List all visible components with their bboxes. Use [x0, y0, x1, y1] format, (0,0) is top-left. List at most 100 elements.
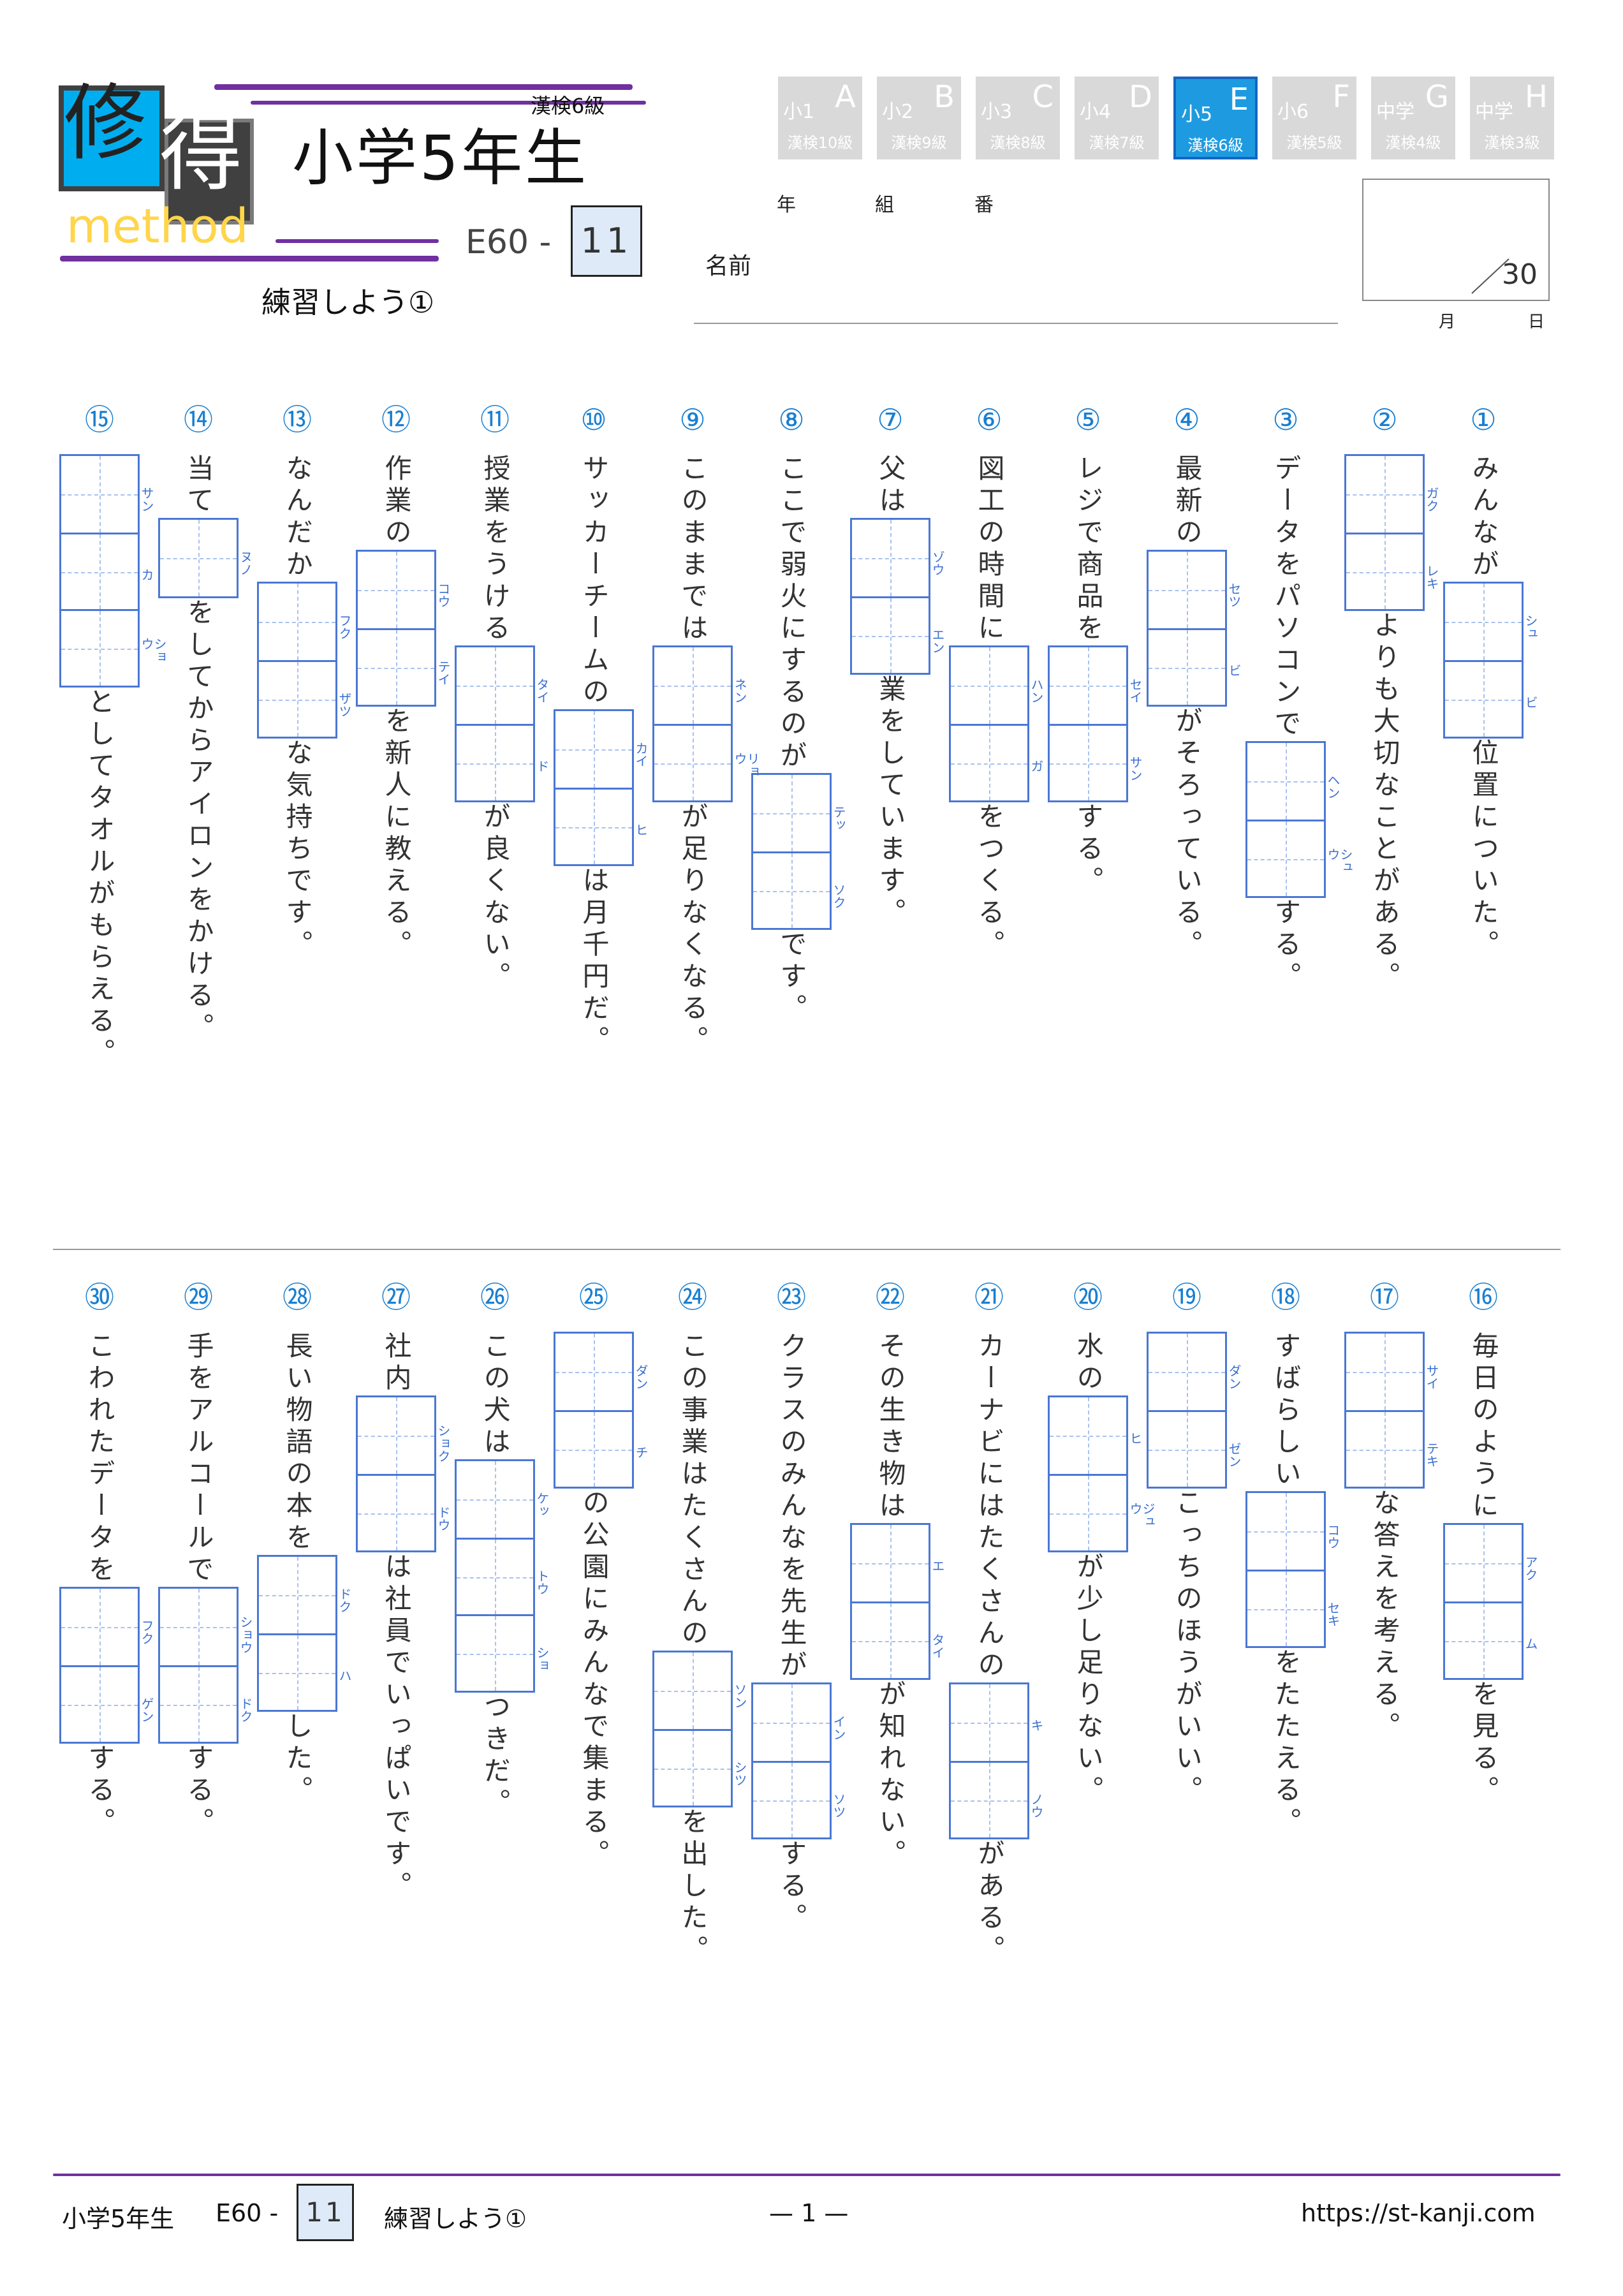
- answer-cell[interactable]: ビ: [1149, 628, 1242, 705]
- answer-box[interactable]: ネン リョウ: [652, 645, 760, 802]
- answer-cell[interactable]: シツ: [654, 1729, 747, 1806]
- answer-box[interactable]: コウ テイ: [356, 550, 451, 707]
- answer-box[interactable]: ドクハ: [257, 1555, 352, 1712]
- answer-box[interactable]: セイ サン: [1048, 645, 1143, 802]
- answer-cell[interactable]: ショウ: [61, 609, 167, 686]
- answer-cell[interactable]: ショク: [358, 1397, 451, 1474]
- answer-box[interactable]: ガク レキ: [1344, 454, 1439, 611]
- name-underline[interactable]: [694, 323, 1338, 324]
- answer-cell[interactable]: アク: [1445, 1525, 1538, 1601]
- grade-tab[interactable]: 中学 H 漢検3級: [1470, 77, 1554, 159]
- answer-box[interactable]: ショク ドウ: [356, 1395, 451, 1552]
- answer-cell[interactable]: ドウ: [358, 1474, 451, 1550]
- answer-box[interactable]: ダンチ: [554, 1332, 649, 1489]
- answer-cell[interactable]: ショ: [457, 1614, 550, 1691]
- answer-cell[interactable]: キ: [951, 1684, 1044, 1761]
- answer-cell[interactable]: セツ: [1149, 552, 1242, 628]
- answer-cell[interactable]: テイ: [358, 628, 451, 705]
- grade-tab[interactable]: 小2 B 漢検9級: [877, 77, 961, 159]
- answer-cell[interactable]: サン: [61, 456, 154, 533]
- answer-box[interactable]: イン ソツ: [751, 1682, 846, 1839]
- answer-cell[interactable]: ヘン: [1247, 743, 1340, 820]
- answer-cell[interactable]: フク: [259, 584, 352, 660]
- answer-cell[interactable]: ジュウ: [1050, 1474, 1156, 1550]
- answer-cell[interactable]: ド: [457, 724, 550, 800]
- answer-cell[interactable]: エン: [852, 596, 945, 673]
- answer-cell[interactable]: エ: [852, 1525, 945, 1601]
- answer-box[interactable]: ハンガ: [949, 645, 1044, 802]
- answer-cell[interactable]: ム: [1445, 1601, 1538, 1678]
- answer-cell[interactable]: セキ: [1247, 1570, 1340, 1646]
- answer-box[interactable]: フク ザツ: [257, 582, 352, 739]
- answer-box[interactable]: ケッ トウ ショ: [455, 1459, 550, 1693]
- answer-cell[interactable]: タイ: [852, 1601, 945, 1678]
- answer-cell[interactable]: ドク: [259, 1557, 352, 1633]
- answer-box[interactable]: ヌノ: [158, 518, 253, 598]
- answer-cell[interactable]: ショウ: [160, 1589, 253, 1665]
- answer-box[interactable]: テッ ソク: [751, 773, 846, 930]
- answer-box[interactable]: ゾウ エン: [850, 518, 945, 675]
- grade-tab[interactable]: 小1 A 漢検10級: [778, 77, 862, 159]
- answer-cell[interactable]: チ: [555, 1410, 649, 1487]
- answer-cell[interactable]: フク: [61, 1589, 154, 1665]
- answer-cell[interactable]: ヒ: [555, 788, 649, 864]
- answer-box[interactable]: フク ゲン: [59, 1587, 154, 1744]
- answer-cell[interactable]: ハ: [259, 1633, 352, 1710]
- answer-box[interactable]: ヘン シュウ: [1245, 741, 1353, 898]
- answer-box[interactable]: ソン シツ: [652, 1651, 747, 1807]
- answer-box[interactable]: サイ テキ: [1344, 1332, 1439, 1489]
- answer-cell[interactable]: ゼン: [1149, 1410, 1242, 1487]
- answer-box[interactable]: ダン ゼン: [1147, 1332, 1242, 1489]
- answer-cell[interactable]: ソツ: [753, 1761, 846, 1837]
- answer-cell[interactable]: トウ: [457, 1538, 550, 1614]
- grade-tab[interactable]: 小3 C 漢検8級: [976, 77, 1060, 159]
- answer-box[interactable]: ヒジュウ: [1048, 1395, 1156, 1552]
- grade-tab[interactable]: 中学 G 漢検4級: [1371, 77, 1455, 159]
- grade-tab[interactable]: 小4 D 漢検7級: [1075, 77, 1159, 159]
- grade-tab[interactable]: 小6 F 漢検5級: [1272, 77, 1356, 159]
- grade-tab[interactable]: 小5 E 漢検6級: [1173, 77, 1258, 159]
- answer-box[interactable]: セツビ: [1147, 550, 1242, 707]
- answer-box[interactable]: カイヒ: [554, 709, 649, 866]
- answer-box[interactable]: シュビ: [1443, 582, 1538, 739]
- answer-cell[interactable]: ケッ: [457, 1461, 550, 1538]
- answer-cell[interactable]: コウ: [358, 552, 451, 628]
- answer-cell[interactable]: ノウ: [951, 1761, 1044, 1837]
- answer-cell[interactable]: ソク: [753, 851, 846, 928]
- answer-cell[interactable]: ダン: [555, 1334, 649, 1410]
- answer-cell[interactable]: イン: [753, 1684, 846, 1761]
- answer-box[interactable]: タイド: [455, 645, 550, 802]
- answer-cell[interactable]: ゲン: [61, 1665, 154, 1742]
- answer-box[interactable]: エタイ: [850, 1523, 945, 1680]
- answer-cell[interactable]: ネン: [654, 647, 747, 724]
- answer-cell[interactable]: ガ: [951, 724, 1044, 800]
- answer-cell[interactable]: ヒ: [1050, 1397, 1143, 1474]
- answer-cell[interactable]: ハン: [951, 647, 1044, 724]
- answer-cell[interactable]: ソン: [654, 1652, 747, 1729]
- answer-cell[interactable]: セイ: [1050, 647, 1143, 724]
- site-url[interactable]: https://st-kanji.com: [1301, 2199, 1536, 2227]
- answer-box[interactable]: キノウ: [949, 1682, 1044, 1839]
- answer-cell[interactable]: ドク: [160, 1665, 253, 1742]
- answer-box[interactable]: アクム: [1443, 1523, 1538, 1680]
- answer-cell[interactable]: カイ: [555, 711, 649, 788]
- answer-box[interactable]: コウ セキ: [1245, 1491, 1340, 1648]
- answer-cell[interactable]: リョウ: [654, 724, 760, 800]
- answer-cell[interactable]: サン: [1050, 724, 1143, 800]
- answer-cell[interactable]: タイ: [457, 647, 550, 724]
- answer-cell[interactable]: サイ: [1346, 1334, 1439, 1410]
- answer-cell[interactable]: テキ: [1346, 1410, 1439, 1487]
- answer-cell[interactable]: レキ: [1346, 533, 1439, 609]
- answer-cell[interactable]: ザツ: [259, 660, 352, 737]
- answer-cell[interactable]: コウ: [1247, 1493, 1340, 1570]
- answer-cell[interactable]: ガク: [1346, 456, 1439, 533]
- answer-cell[interactable]: ゾウ: [852, 520, 945, 596]
- answer-cell[interactable]: ヌノ: [160, 520, 253, 596]
- answer-cell[interactable]: カ: [61, 533, 154, 609]
- answer-cell[interactable]: テッ: [753, 775, 846, 851]
- answer-cell[interactable]: ダン: [1149, 1334, 1242, 1410]
- answer-cell[interactable]: シュ: [1445, 584, 1538, 660]
- answer-cell[interactable]: ビ: [1445, 660, 1538, 737]
- answer-box[interactable]: サンカショウ: [59, 454, 167, 688]
- answer-cell[interactable]: シュウ: [1247, 820, 1353, 896]
